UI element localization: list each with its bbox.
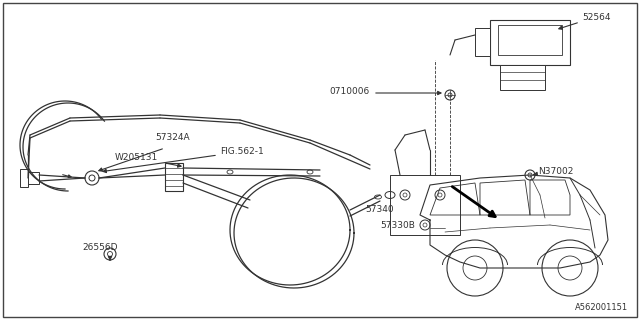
Text: 57330B: 57330B — [380, 220, 415, 229]
Text: W205131: W205131 — [115, 154, 158, 163]
Text: A562001151: A562001151 — [575, 303, 628, 312]
Text: FIG.562-1: FIG.562-1 — [220, 148, 264, 156]
Bar — [25, 172, 39, 184]
Text: 52564: 52564 — [582, 13, 611, 22]
Bar — [165, 163, 183, 191]
Text: 57324A: 57324A — [155, 133, 189, 142]
Text: 0710006: 0710006 — [330, 87, 370, 97]
Bar — [490, 20, 570, 65]
Text: 57340: 57340 — [365, 205, 394, 214]
Bar — [498, 25, 562, 55]
Bar — [390, 175, 460, 235]
Bar — [475, 28, 490, 56]
Text: 26556D: 26556D — [83, 244, 118, 252]
Bar — [500, 65, 545, 90]
Text: N37002: N37002 — [538, 167, 573, 177]
Bar — [20, 169, 28, 187]
